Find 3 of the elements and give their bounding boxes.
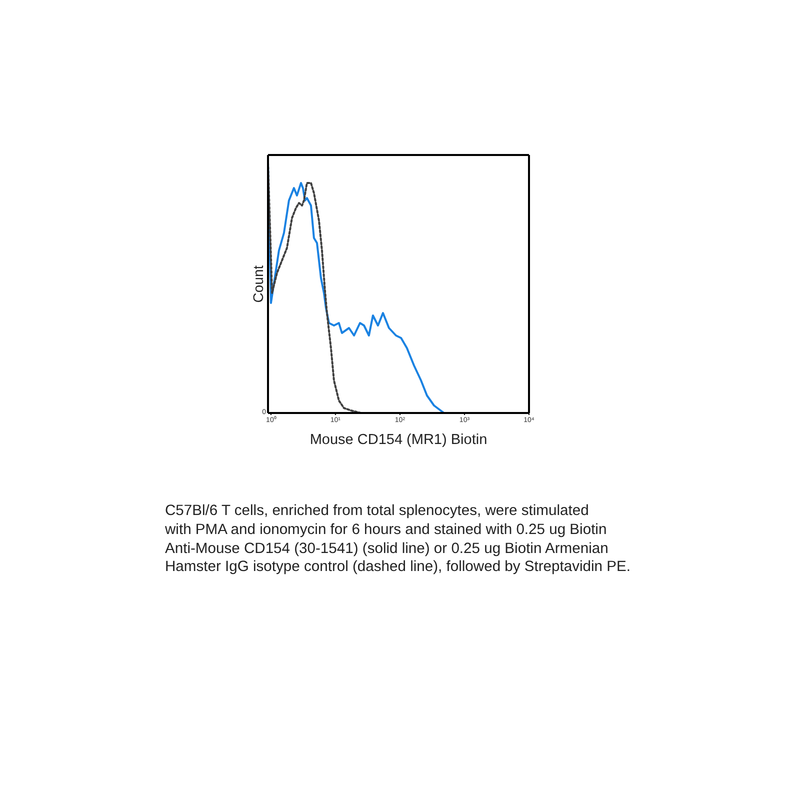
y-axis-title: Count (250, 265, 266, 303)
text: C57Bl/6 T cells, enriched from total splenocytes, were stimulated with PMA and ionomycin for 6 hours and stained with 0.25 ug Biotin Anti-Mouse CD154 (30-1541) (solid line) or 0.25 ug Biotin Armenian Hamster IgG isotype control (dashed line), followed by Streptavidin PE. (165, 502, 632, 578)
x-axis-title: Mouse CD154 (MR1) Biotin (310, 432, 488, 448)
